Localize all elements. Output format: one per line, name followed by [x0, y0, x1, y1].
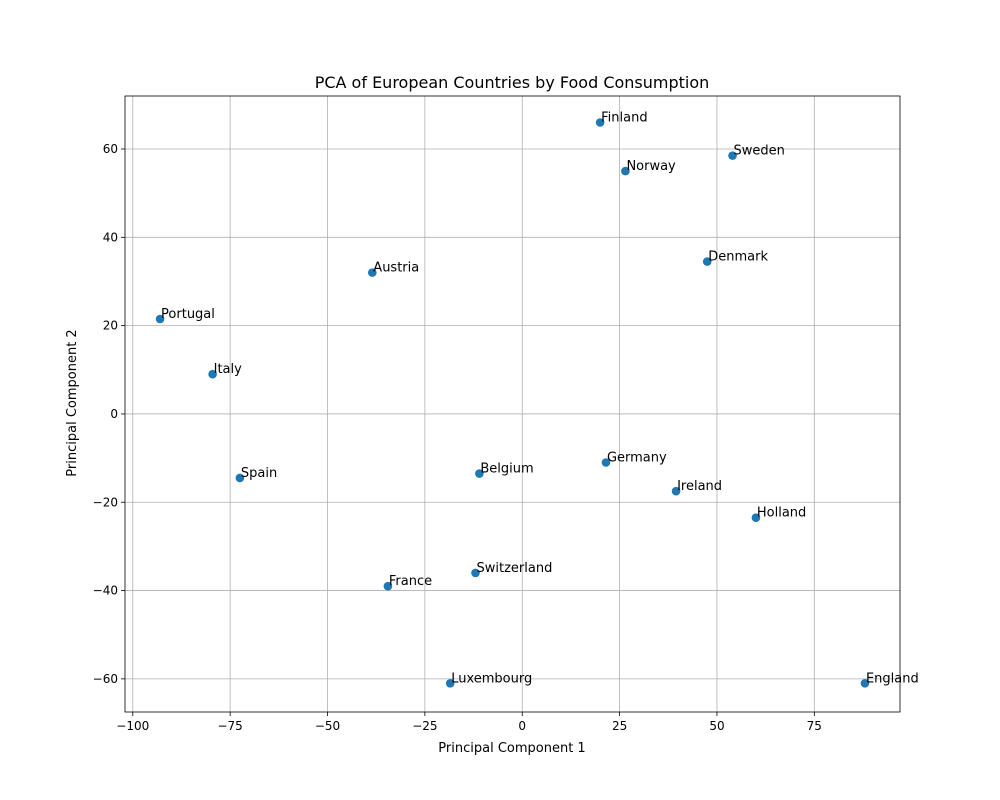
- plot-area-frame: [124, 95, 901, 713]
- data-point-belgium: [475, 469, 484, 478]
- x-tick-label: 0: [518, 719, 526, 733]
- point-label-denmark: Denmark: [708, 250, 768, 265]
- data-point-spain: [235, 473, 245, 483]
- point-label-portugal: Portugal: [161, 307, 215, 322]
- data-point-switzerland: [471, 568, 480, 578]
- point-label-italy: Italy: [214, 362, 243, 377]
- point-label-sweden: Sweden: [734, 144, 785, 159]
- y-tick-label: 60: [103, 142, 118, 156]
- point-label-holland: Holland: [757, 506, 806, 521]
- x-tick-label: 25: [612, 719, 627, 733]
- point-label-austria: Austria: [373, 261, 419, 276]
- point-label-ireland: Ireland: [677, 479, 722, 494]
- data-point-austria: [367, 268, 377, 277]
- data-point-portugal: [155, 314, 165, 324]
- x-axis-label: Principal Component 1: [438, 741, 585, 756]
- point-label-norway: Norway: [626, 159, 676, 174]
- point-label-germany: Germany: [607, 451, 667, 466]
- y-tick-label: −60: [93, 672, 118, 686]
- y-tick-label: 0: [110, 407, 118, 421]
- x-tick-label: −50: [315, 719, 340, 733]
- y-axis-label: Principal Component 2: [65, 329, 80, 476]
- point-label-france: France: [389, 574, 432, 589]
- y-tick-label: 40: [103, 230, 118, 244]
- data-point-denmark: [702, 257, 712, 266]
- point-layer: Finland Sweden Norway Denmark Austria Portuga…: [155, 110, 919, 688]
- data-point-luxembourg: [445, 678, 455, 688]
- y-tick-label: −40: [93, 584, 118, 598]
- x-tick-label: 75: [807, 719, 822, 733]
- point-label-finland: Finland: [601, 110, 647, 125]
- x-tick-label: 50: [709, 719, 724, 733]
- chart-title: PCA of European Countries by Food Consum…: [315, 73, 710, 92]
- point-label-belgium: Belgium: [480, 462, 533, 477]
- data-point-sweden: [728, 151, 737, 160]
- x-tick-label: −25: [412, 719, 437, 733]
- x-tick-label: −75: [217, 719, 242, 733]
- data-point-finland: [595, 118, 605, 127]
- point-label-spain: Spain: [241, 466, 277, 481]
- point-label-luxembourg: Luxembourg: [451, 671, 532, 686]
- point-label-switzerland: Switzerland: [477, 561, 553, 576]
- data-point-holland: [751, 513, 761, 523]
- tick-layer: −100 −75 −50 −25 0 25 50 75 −60 −40 −20 0 20 40 60: [93, 142, 822, 733]
- grid-layer: [125, 96, 900, 712]
- y-tick-label: 20: [103, 319, 118, 333]
- data-point-italy: [208, 369, 217, 379]
- y-tick-label: −20: [93, 495, 118, 509]
- data-point-ireland: [671, 486, 681, 496]
- data-point-germany: [601, 458, 611, 467]
- point-label-england: England: [866, 671, 919, 686]
- data-point-england: [860, 678, 870, 688]
- data-point-norway: [621, 166, 630, 176]
- data-point-france: [383, 581, 393, 591]
- x-tick-label: −100: [116, 719, 149, 733]
